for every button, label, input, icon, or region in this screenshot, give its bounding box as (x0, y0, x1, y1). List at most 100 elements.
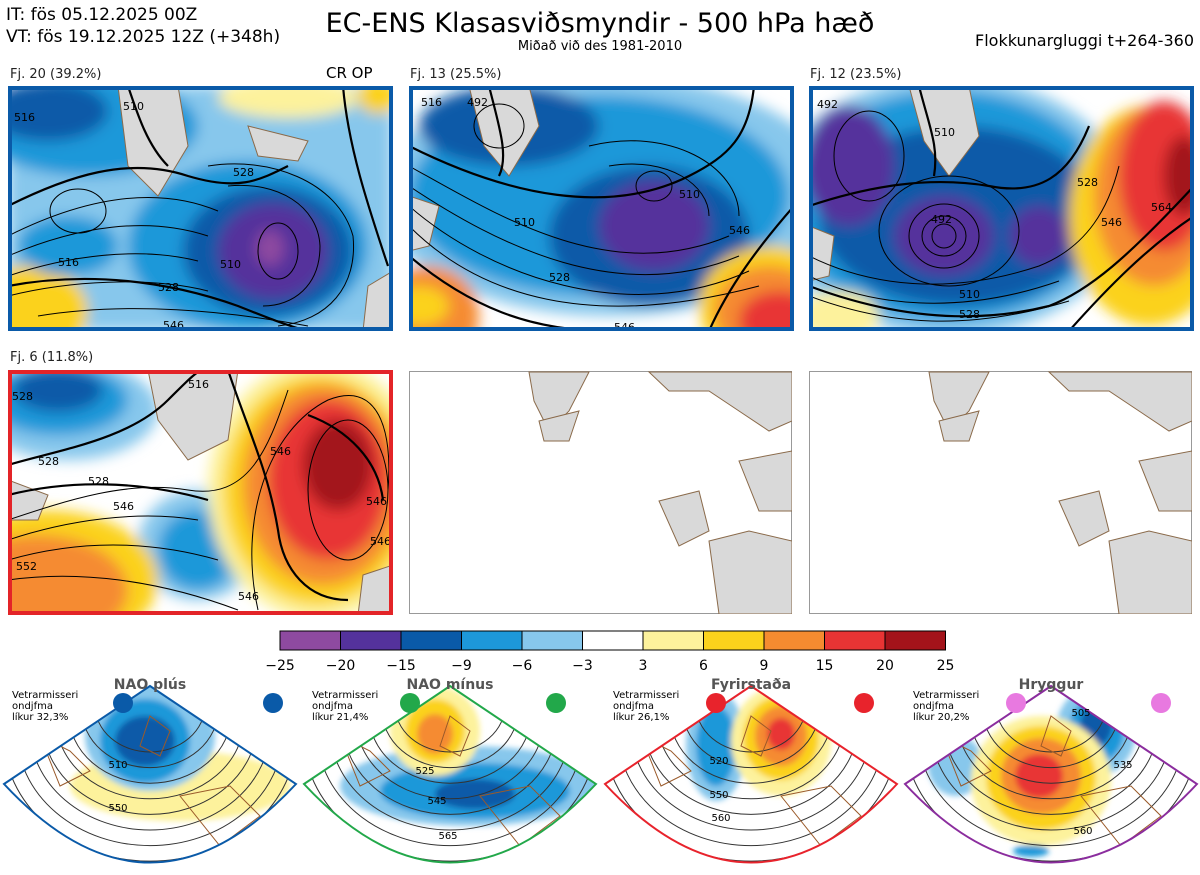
cluster-map-1: 510 516 528 510 528 546 516 (8, 86, 393, 331)
regime-panel: 525 545 565 NAO mínus Vetrarmisseri ondjfma lí… (300, 676, 600, 875)
colorbar-swatch (521, 630, 583, 651)
contour-label: 546 (238, 590, 259, 603)
regime-info-line: líkur 26,1% (613, 711, 669, 723)
regime-panel: 505 535 560 Hryggur Vetrarmisseri ondjfma líku… (901, 676, 1200, 875)
centroid-marker (1151, 693, 1171, 713)
panel-1-label: Fj. 20 (39.2%) (10, 67, 102, 82)
contour-label: 528 (88, 475, 109, 488)
colorbar-swatch (763, 630, 825, 651)
regime-info-line: Vetrarmisseri (613, 690, 679, 701)
contour-label: 510 (679, 188, 700, 201)
regime-info-line: líkur 21,4% (312, 711, 368, 723)
panel-1-tag: CR OP (326, 64, 373, 82)
regime-panel: 520 550 560 Fyrirstaða Vetrarmisseri ondjfma l… (601, 676, 901, 875)
contour-label: 546 (729, 224, 750, 237)
empty-map-6 (809, 371, 1192, 614)
panel-4-label: Fj. 6 (11.8%) (10, 350, 94, 365)
contour-label: 528 (12, 390, 33, 403)
contour-label: 516 (188, 378, 209, 391)
contour-label: 492 (931, 213, 952, 226)
contour-label: 528 (38, 455, 59, 468)
regime-info-line: ondjfma (312, 701, 353, 712)
regime-contour-label: 510 (108, 760, 127, 771)
contour-label: 546 (366, 495, 387, 508)
contour-label: 492 (467, 96, 488, 109)
contour-label: 546 (113, 500, 134, 513)
regime-contour-label: 535 (1113, 760, 1132, 771)
contour-label: 492 (817, 98, 838, 111)
regime-info-line: Vetrarmisseri (12, 690, 78, 701)
regime-title: NAO plús (114, 677, 186, 693)
regime-contour-label: 505 (1071, 708, 1090, 719)
contour-label: 546 (614, 321, 635, 331)
colorbar-swatch (400, 630, 462, 651)
colorbar-tick-label: −9 (451, 658, 472, 674)
colorbar-tick-label: 25 (937, 658, 955, 674)
contour-label: 564 (1151, 201, 1172, 214)
regime-map: 525 545 565 NAO mínus Vetrarmisseriondjfmalí… (302, 677, 598, 864)
centroid-marker (706, 693, 726, 713)
regime-info-line: ondjfma (913, 701, 954, 712)
cluster-map-2: 516 492 510 528 510 546 546 (409, 86, 794, 331)
colorbar-tick-label: −25 (265, 658, 295, 674)
regime-contour-label: 560 (1073, 826, 1092, 837)
empty-map-5 (409, 371, 792, 614)
colorbar-swatch (642, 630, 704, 651)
classification-window: Flokkunargluggi t+264-360 (975, 31, 1194, 50)
cluster-map-3: 492 510 528 492 546 564 510 528 (809, 86, 1194, 331)
colorbar-tick-label: 20 (876, 658, 894, 674)
colorbar-tick-label: 9 (760, 658, 769, 674)
contour-label: 528 (959, 308, 980, 321)
regime-title: Fyrirstaða (711, 677, 791, 693)
regime-info-line: ondjfma (613, 701, 654, 712)
regime-map: 510 550 NAO plús Vetrarmisseriondjfmalíkur … (2, 677, 298, 864)
regime-contour-label: 565 (438, 831, 457, 842)
regime-info-line: ondjfma (12, 701, 53, 712)
valid-time: VT: fös 19.12.2025 12Z (+348h) (6, 27, 281, 47)
centroid-marker (113, 693, 133, 713)
centroid-marker (546, 693, 566, 713)
regime-map: 505 535 560 Hryggur Vetrarmisseriondjfmalíku… (903, 677, 1199, 864)
init-time: IT: fös 05.12.2025 00Z (6, 5, 198, 25)
colorbar-tick-label: −15 (386, 658, 416, 674)
centroid-marker (263, 693, 283, 713)
panel-2-label: Fj. 13 (25.5%) (410, 67, 502, 82)
regime-contour-label: 550 (108, 803, 127, 814)
contour-label: 510 (959, 288, 980, 301)
page-subtitle: Miðað við des 1981-2010 (517, 39, 683, 54)
regime-info-line: líkur 20,2% (913, 711, 969, 723)
contour-label: 510 (934, 126, 955, 139)
regime-map: 520 550 560 Fyrirstaða Vetrarmisseriondjfmal… (603, 677, 899, 864)
regime-info-line: Vetrarmisseri (913, 690, 979, 701)
regime-contour-label: 550 (709, 790, 728, 801)
colorbar-tick-label: 6 (699, 658, 708, 674)
contour-label: 510 (220, 258, 241, 271)
colorbar-tick-label: −3 (572, 658, 593, 674)
regime-title: NAO mínus (407, 677, 494, 693)
colorbar-tick-label: −6 (512, 658, 533, 674)
contour-label: 546 (1101, 216, 1122, 229)
colorbar-tick-label: 15 (816, 658, 834, 674)
contour-label: 516 (421, 96, 442, 109)
contour-label: 546 (270, 445, 291, 458)
contour-label: 510 (123, 100, 144, 113)
panel-3-label: Fj. 12 (23.5%) (810, 67, 902, 82)
regime-panel: 510 550 NAO plús Vetrarmisseri ondjfma líkur … (0, 676, 300, 875)
regime-info-line: Vetrarmisseri (312, 690, 378, 701)
colorbar-swatch (461, 630, 523, 651)
regime-info-line: líkur 32,3% (12, 711, 68, 723)
header-info: IT: fös 05.12.2025 00Z VT: fös 19.12.202… (6, 4, 280, 48)
cluster-map-4: 528 516 528 546 528 546 546 546 546 552 (8, 370, 393, 615)
contour-label: 516 (14, 111, 35, 124)
colorbar-swatch (824, 630, 886, 651)
colorbar-tick-label: 3 (639, 658, 648, 674)
page-title: EC-ENS Klasasviðsmyndir - 500 hPa hæð (325, 8, 875, 39)
contour-label: 528 (158, 281, 179, 294)
contour-label: 516 (58, 256, 79, 269)
colorbar-swatch (279, 630, 341, 651)
contour-label: 552 (16, 560, 37, 573)
contour-label: 528 (233, 166, 254, 179)
centroid-marker (400, 693, 420, 713)
contour-label: 546 (370, 535, 391, 548)
colorbar-swatch (703, 630, 765, 651)
